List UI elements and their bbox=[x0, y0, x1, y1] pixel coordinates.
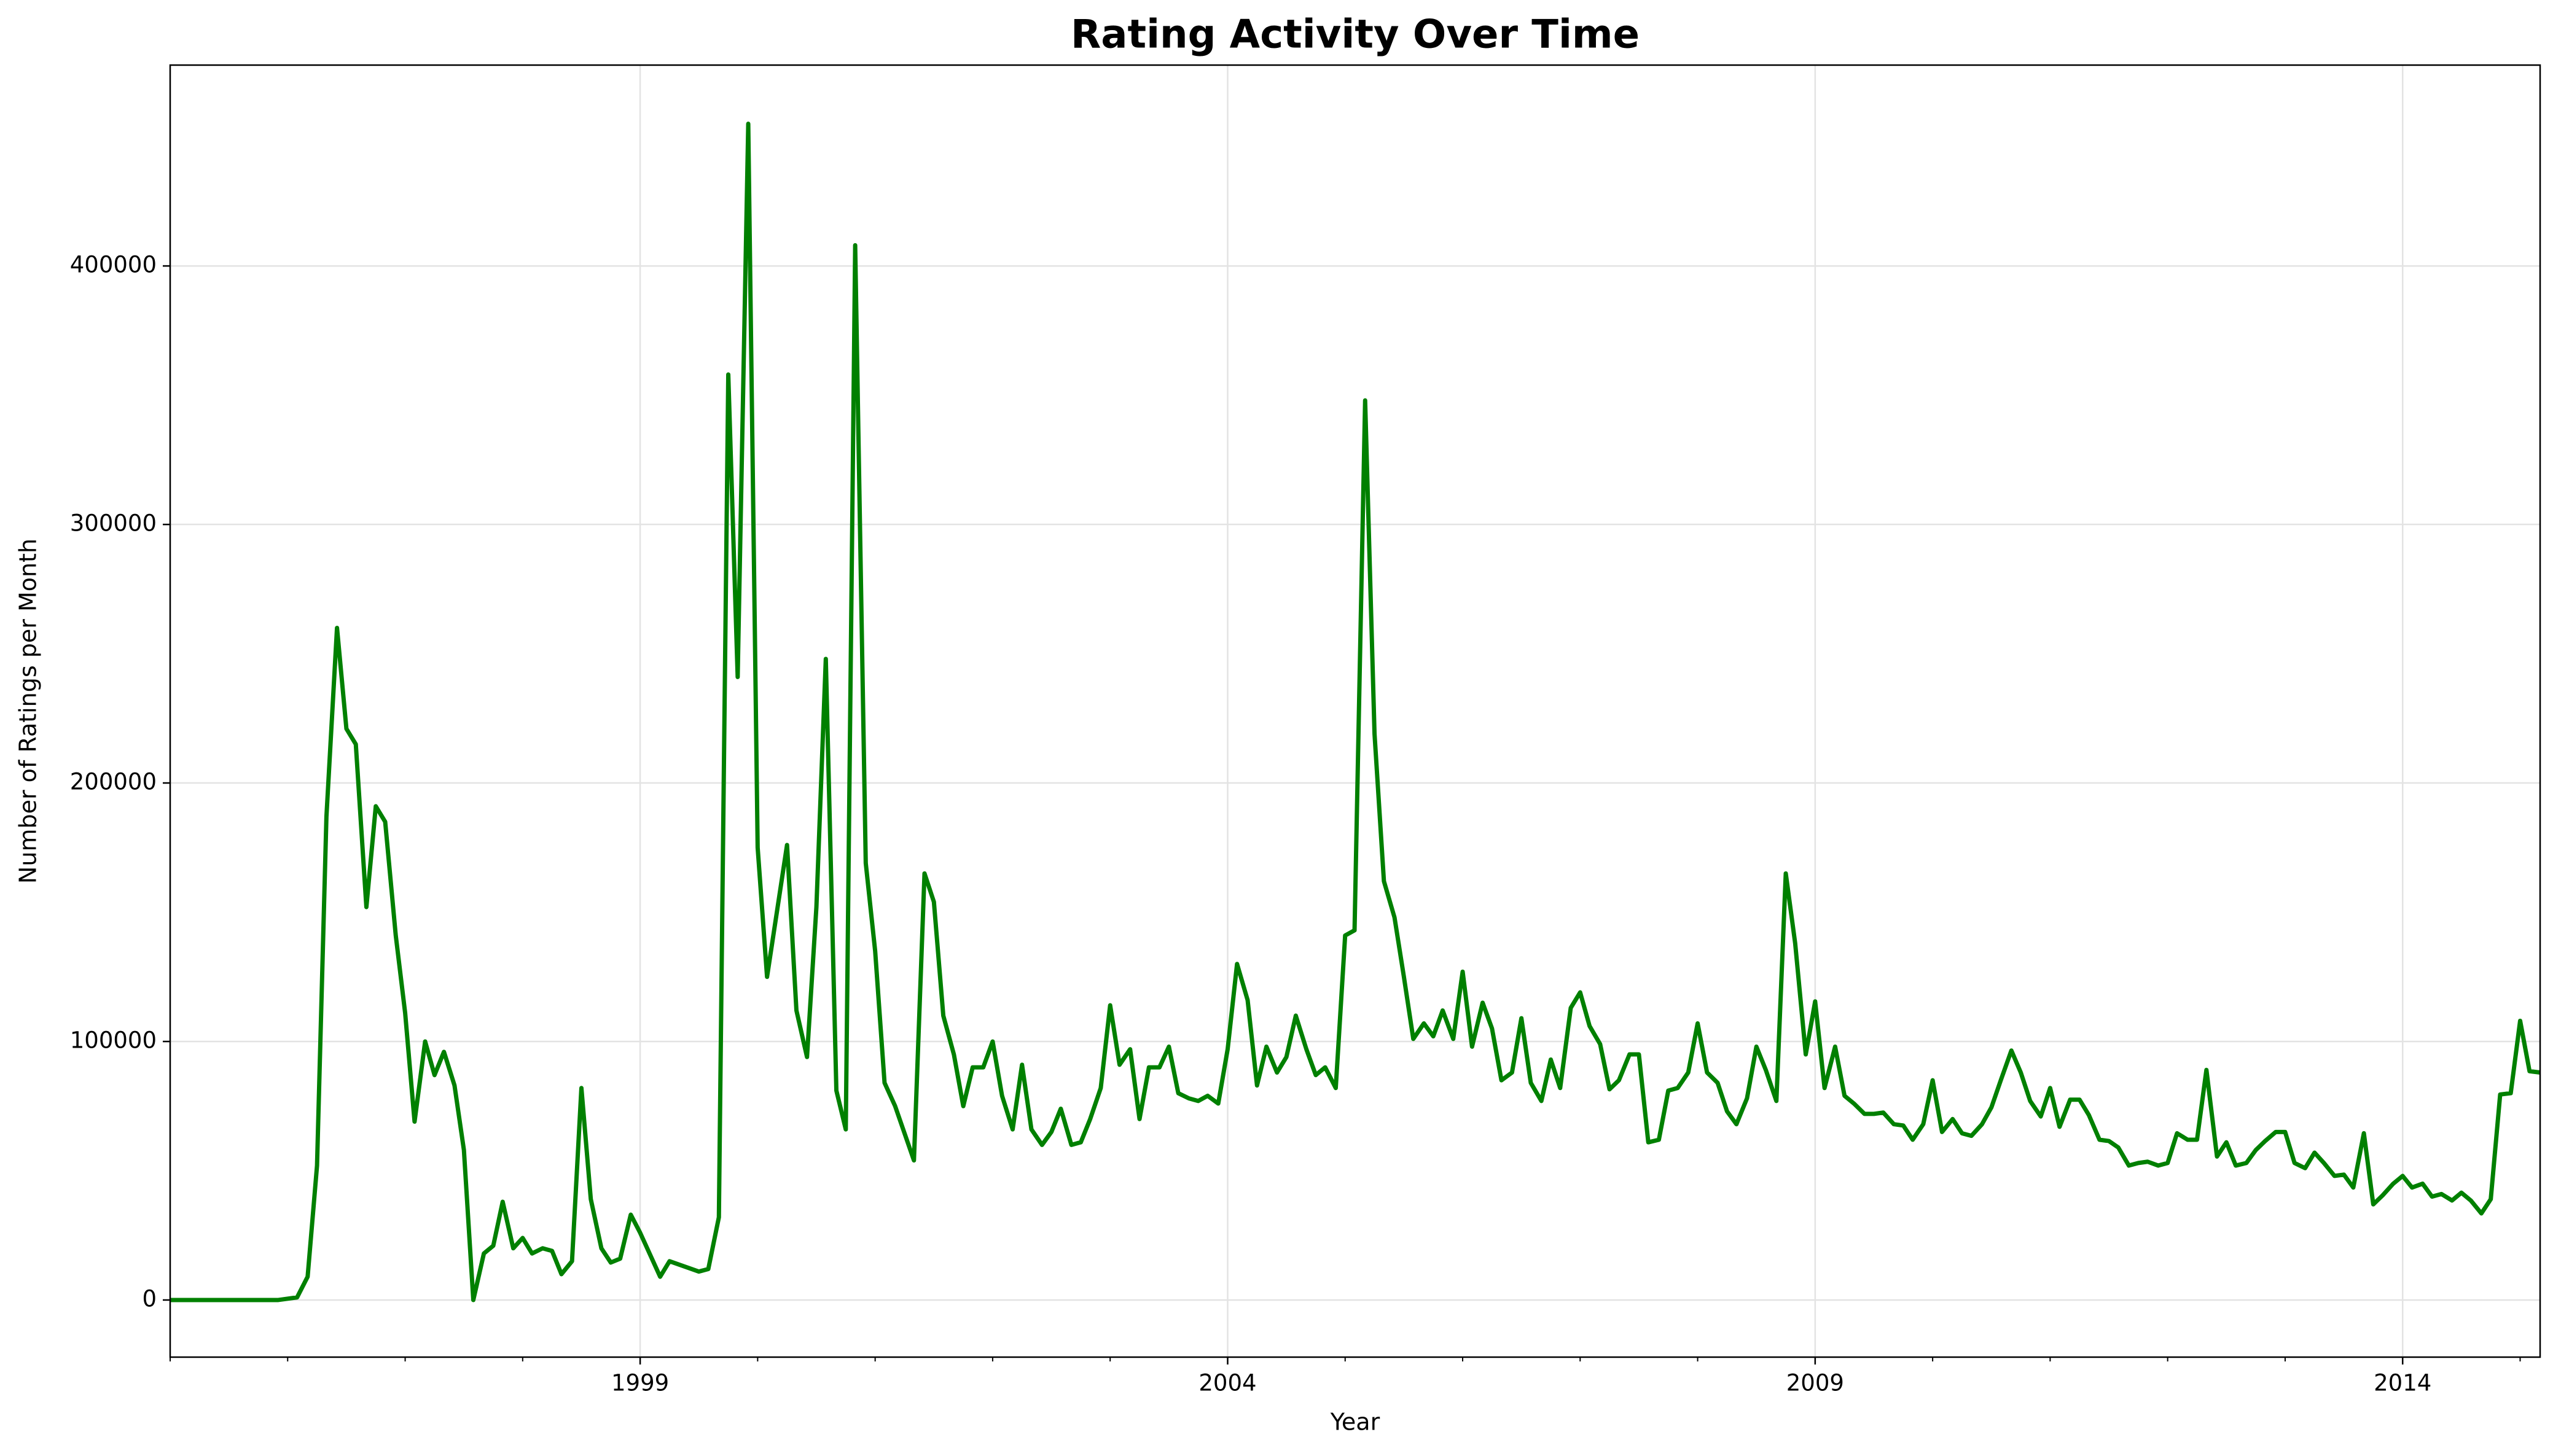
x-axis-label: Year bbox=[1330, 1409, 1380, 1436]
x-tick-label: 2004 bbox=[1198, 1370, 1256, 1396]
y-tick-label: 200000 bbox=[70, 769, 157, 795]
y-tick-label: 0 bbox=[142, 1285, 157, 1312]
data-line bbox=[170, 122, 2541, 1302]
y-tick-label: 400000 bbox=[70, 252, 157, 278]
y-axis-label: Number of Ratings per Month bbox=[15, 539, 42, 884]
x-tick-label: 2009 bbox=[1786, 1370, 1844, 1396]
y-tick-label: 300000 bbox=[70, 510, 157, 537]
chart-title: Rating Activity Over Time bbox=[1071, 12, 1640, 58]
y-tick-label: 100000 bbox=[70, 1027, 157, 1053]
plot-frame bbox=[169, 64, 2541, 1358]
x-tick-label: 1999 bbox=[611, 1370, 669, 1396]
x-tick-label: 2014 bbox=[2374, 1370, 2431, 1396]
